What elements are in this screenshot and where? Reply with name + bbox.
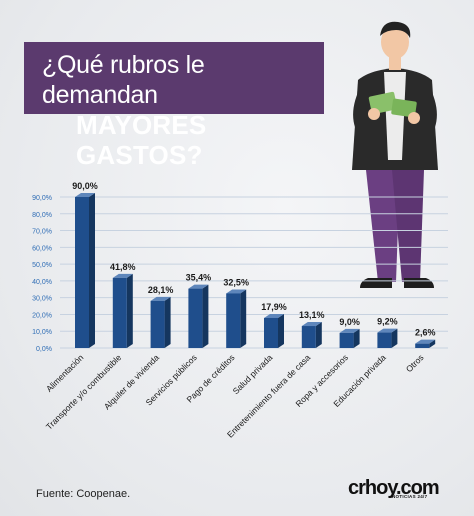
brand-tagline: NOTICIAS 24/7 [392,494,428,499]
bar [226,289,247,348]
bar [301,322,322,348]
bar-side [278,313,284,348]
bar [377,328,398,348]
bar-top [188,284,209,289]
y-tick-label: 0,0% [36,346,52,353]
bar [150,296,171,348]
bar-front [188,288,203,348]
source-note: Fuente: Coopenae. [36,488,131,500]
man-holding-money-icon [352,21,438,288]
value-label: 17,9% [261,302,287,312]
bar-side [89,193,95,348]
y-tick-label: 60,0% [32,245,52,252]
y-axis-ticks: 0,0% 10,0% 20,0% 30,0% 40,0% 50,0% 60,0% 70,0% 8… [32,195,52,353]
value-labels: 90,0% 41,8% 28,1% 35,4% 32,5% 17,9% 13,1% 9,0% 9… [72,181,435,338]
value-label: 9,0% [339,317,360,327]
bar-top [377,328,398,333]
brand-logo[interactable]: crhoy.com [348,477,440,499]
bar [264,313,284,348]
y-tick-label: 10,0% [32,329,52,336]
bar-side [391,328,398,348]
bar-top [226,289,247,294]
bar-top [415,339,436,344]
y-tick-label: 70,0% [32,229,52,236]
bar [112,273,133,348]
title-banner: ¿Qué rubros le demandan MAYORES GASTOS? [24,42,324,170]
bar [188,284,209,348]
bar-top [75,193,95,197]
y-tick-label: 50,0% [32,262,52,269]
bar [75,193,95,348]
value-label: 32,5% [223,277,249,287]
bar-front [264,317,278,348]
value-label: 90,0% [72,181,98,191]
category-label: Transporte y/o combustible [44,352,124,432]
value-label: 41,8% [110,262,136,272]
value-label: 35,4% [186,273,212,283]
bar-side [164,296,171,348]
value-label: 2,6% [415,328,436,338]
bar-side [126,273,133,348]
bar-side [202,284,209,348]
bar-front [226,293,241,348]
y-tick-label: 40,0% [32,279,52,286]
bars [75,193,436,348]
y-tick-label: 90,0% [32,195,52,202]
title-line-1: ¿Qué rubros le demandan [42,51,205,109]
bar-side [315,322,322,348]
bar-top [339,328,360,333]
bar-top [301,322,322,327]
bar-top [264,313,284,318]
bar-top [150,296,171,301]
category-label: Otros [404,352,426,374]
value-label: 9,2% [377,317,398,327]
bar-front [75,197,89,348]
bar-side [353,328,360,348]
y-tick-label: 30,0% [32,296,52,303]
bar-side [429,339,436,348]
y-tick-label: 20,0% [32,312,52,319]
bar-front [112,277,127,348]
value-label: 28,1% [148,285,174,295]
bar-top [112,273,133,278]
bar-front [150,300,165,348]
bar-front [301,326,316,348]
bar-side [240,289,247,348]
bar-front [415,343,430,348]
bar-front [339,332,354,348]
category-label: Alimentación [44,352,86,394]
title-line-2: MAYORES GASTOS? [76,110,207,170]
y-tick-label: 80,0% [32,212,52,219]
bar [415,339,436,348]
bar [339,328,360,348]
bar-front [377,332,392,348]
value-label: 13,1% [299,310,325,320]
